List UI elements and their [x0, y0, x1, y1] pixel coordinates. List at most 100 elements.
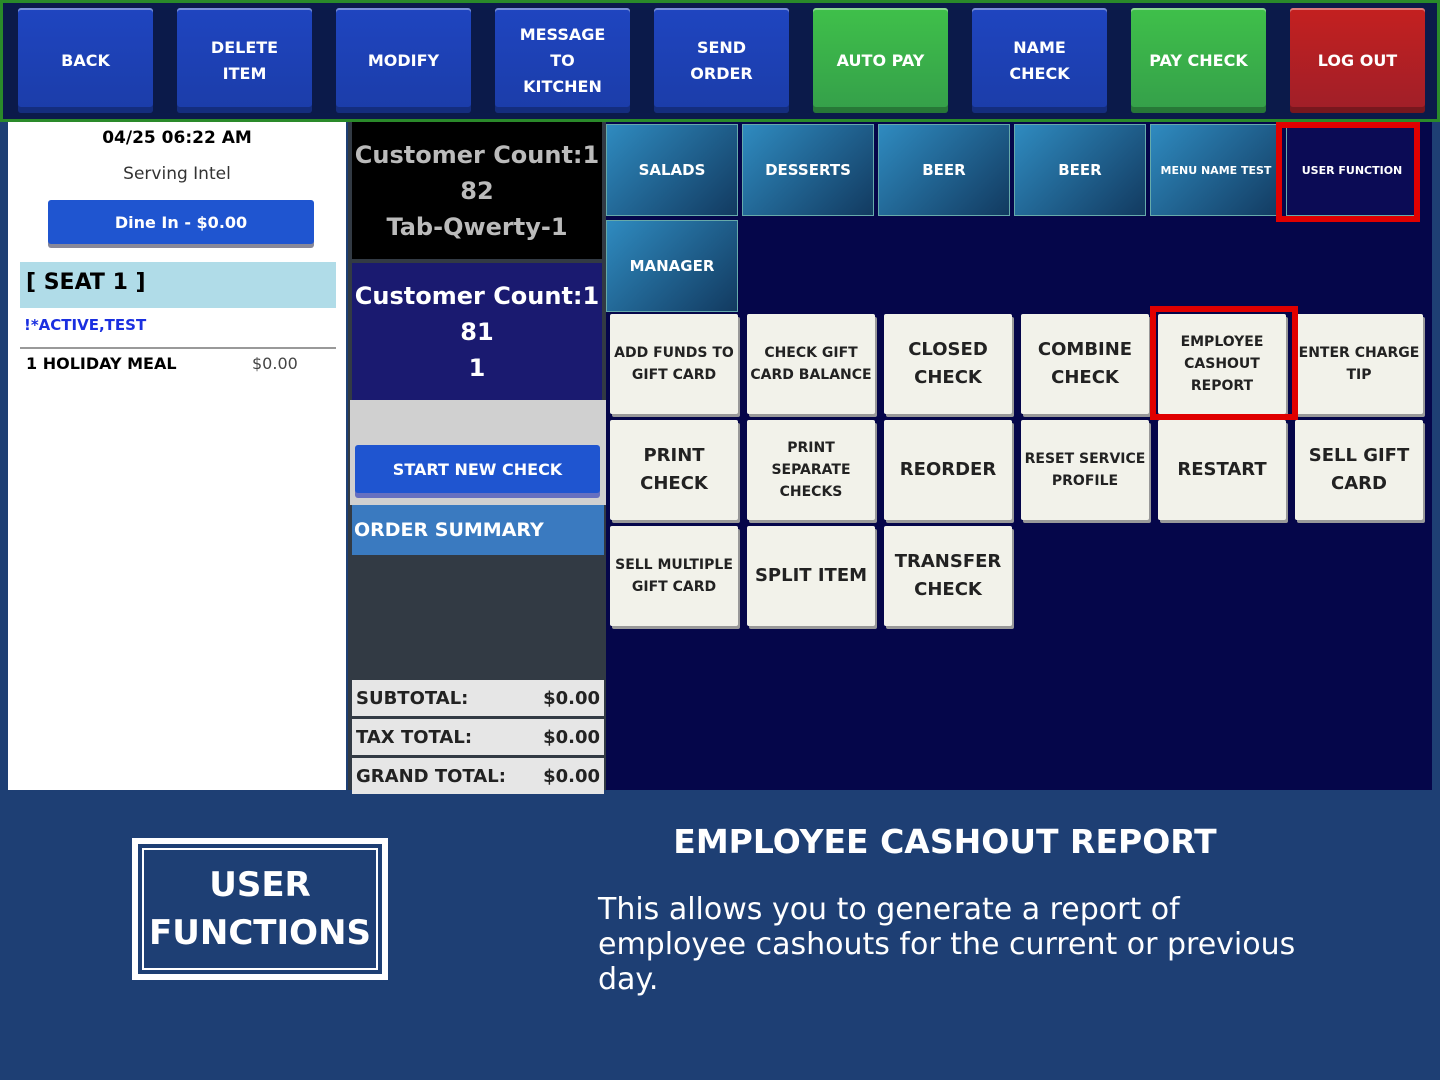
dine-in-button[interactable]: Dine In - $0.00: [48, 200, 314, 244]
function-button[interactable]: RESTART: [1158, 420, 1286, 520]
check-line: Customer Count:1: [354, 281, 600, 310]
caption-area: USER FUNCTIONS EMPLOYEE CASHOUT REPORT Th…: [0, 790, 1440, 1080]
button-label: CHECK: [1009, 63, 1070, 83]
function-label: CASHOUT: [1184, 356, 1260, 372]
category-button[interactable]: SALADS: [606, 124, 738, 216]
function-button[interactable]: SPLIT ITEM: [747, 526, 875, 626]
top-button[interactable]: BACK: [18, 8, 153, 113]
function-button[interactable]: ADD FUNDS TO GIFT CARD: [610, 314, 738, 414]
function-label: ENTER CHARGE: [1298, 345, 1420, 361]
function-label: GIFT CARD: [631, 579, 717, 595]
check-tab[interactable]: Customer Count:1 82 Tab-Qwerty-1: [352, 122, 602, 259]
total-row: TAX TOTAL: $0.00: [352, 719, 604, 755]
start-new-check[interactable]: START NEW CHECK: [355, 445, 600, 493]
function-label: TRANSFER: [894, 551, 1002, 572]
button-label: KITCHEN: [523, 76, 602, 96]
button-label: AUTO PAY: [836, 50, 925, 70]
check-line: Customer Count:1: [354, 140, 600, 169]
order-summary[interactable]: ORDER SUMMARY: [352, 505, 604, 555]
function-label: RESET SERVICE: [1024, 451, 1146, 467]
total-row: SUBTOTAL: $0.00: [352, 680, 604, 716]
check-line: 82: [460, 176, 494, 205]
total-value: $0.00: [543, 726, 600, 748]
function-button[interactable]: COMBINE CHECK: [1021, 314, 1149, 414]
total-label: SUBTOTAL:: [356, 687, 469, 709]
top-button[interactable]: MESSAGE TO KITCHEN: [495, 8, 630, 113]
function-button[interactable]: SELL GIFT CARD: [1295, 420, 1423, 520]
function-button[interactable]: CHECK GIFT CARD BALANCE: [747, 314, 875, 414]
caption-title: EMPLOYEE CASHOUT REPORT: [673, 822, 1217, 861]
function-label: COMBINE: [1037, 339, 1133, 360]
button-label: LOG OUT: [1317, 50, 1398, 70]
category-button[interactable]: DESSERTS: [742, 124, 874, 216]
datetime: 04/25 06:22 AM: [102, 128, 252, 148]
function-label: CHECK: [914, 367, 982, 388]
button-label: TO: [550, 50, 575, 70]
function-label: CHECK: [640, 473, 708, 494]
check-tab[interactable]: Customer Count:1 81 1: [352, 263, 602, 400]
menu-panel: [606, 122, 1432, 790]
button-label: DELETE: [210, 37, 279, 57]
function-label: RESTART: [1177, 459, 1267, 480]
status: !*ACTIVE,TEST: [24, 316, 147, 334]
function-label: SPLIT ITEM: [754, 565, 868, 586]
function-label: SELL MULTIPLE: [615, 557, 733, 573]
function-label: CHECK: [914, 579, 982, 600]
category-button[interactable]: MENU NAME TEST: [1150, 124, 1282, 216]
function-button[interactable]: RESET SERVICE PROFILE: [1021, 420, 1149, 520]
category-button[interactable]: MANAGER: [606, 220, 738, 312]
function-button[interactable]: REORDER: [884, 420, 1012, 520]
top-button[interactable]: MODIFY: [336, 8, 471, 113]
function-label: EMPLOYEE: [1180, 334, 1264, 350]
function-button[interactable]: PRINT CHECK: [610, 420, 738, 520]
function-label: PRINT: [643, 445, 705, 466]
top-button[interactable]: NAME CHECK: [972, 8, 1107, 113]
highlight: [1276, 122, 1420, 222]
item-price: $0.00: [252, 354, 298, 373]
function-label: CHECK GIFT: [764, 345, 858, 361]
function-button[interactable]: ENTER CHARGE TIP: [1295, 314, 1423, 414]
function-label: REORDER: [899, 459, 997, 480]
check-line: 81: [460, 317, 494, 346]
server: Serving Intel: [123, 164, 231, 184]
button-label: MESSAGE: [519, 24, 606, 44]
seat[interactable]: [ SEAT 1 ]: [20, 262, 336, 308]
button-label: SEND: [696, 37, 747, 57]
function-label: CLOSED: [908, 339, 988, 360]
check-line: Tab-Qwerty-1: [386, 212, 568, 241]
button-label: BACK: [61, 50, 110, 70]
top-button[interactable]: SEND ORDER: [654, 8, 789, 113]
top-button[interactable]: PAY CHECK: [1131, 8, 1266, 113]
function-button[interactable]: TRANSFER CHECK: [884, 526, 1012, 626]
total-label: TAX TOTAL:: [356, 726, 473, 748]
top-button[interactable]: LOG OUT: [1290, 8, 1425, 113]
check-line: 1: [468, 353, 486, 382]
button-label: ITEM: [222, 63, 267, 83]
highlight: [1150, 306, 1298, 420]
function-button[interactable]: SELL MULTIPLE GIFT CARD: [610, 526, 738, 626]
button-label: NAME: [1013, 37, 1066, 57]
function-label: PRINT: [787, 440, 835, 456]
function-label: GIFT CARD: [631, 367, 717, 383]
total-value: $0.00: [543, 765, 600, 787]
function-label: CARD: [1331, 473, 1387, 494]
function-label: PROFILE: [1051, 473, 1119, 489]
section-line: FUNCTIONS: [149, 913, 371, 953]
function-label: REPORT: [1190, 378, 1254, 394]
section-line: USER: [209, 865, 311, 905]
top-button[interactable]: DELETE ITEM: [177, 8, 312, 113]
top-button[interactable]: AUTO PAY: [813, 8, 948, 113]
button-label: ORDER: [690, 63, 753, 83]
total-row: GRAND TOTAL: $0.00: [352, 758, 604, 794]
item-name[interactable]: 1 HOLIDAY MEAL: [26, 354, 177, 373]
function-button[interactable]: PRINT SEPARATE CHECKS: [747, 420, 875, 520]
category-button[interactable]: BEER: [878, 124, 1010, 216]
function-label: SEPARATE: [771, 462, 851, 478]
function-button[interactable]: CLOSED CHECK: [884, 314, 1012, 414]
function-label: CHECKS: [779, 484, 843, 500]
function-button[interactable]: EMPLOYEE CASHOUT REPORT: [1158, 314, 1286, 414]
button-label: PAY CHECK: [1149, 50, 1248, 70]
function-label: SELL GIFT: [1308, 445, 1410, 466]
category-button[interactable]: BEER: [1014, 124, 1146, 216]
